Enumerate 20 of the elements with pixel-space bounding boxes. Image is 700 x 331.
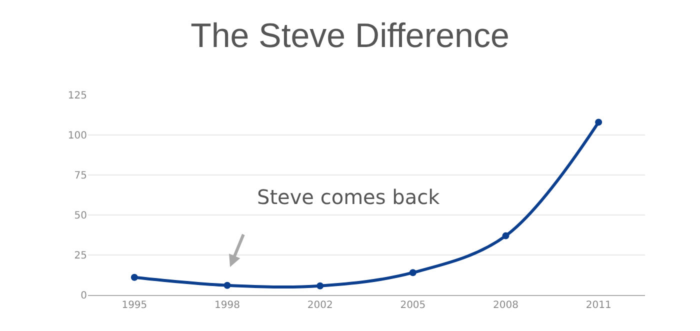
y-tick-label: 50 bbox=[74, 210, 87, 222]
y-tick-label: 125 bbox=[68, 90, 87, 102]
chart-title: The Steve Difference bbox=[190, 16, 510, 55]
x-tick-label: 2005 bbox=[400, 300, 426, 311]
x-tick-label: 1998 bbox=[214, 300, 240, 311]
point bbox=[409, 269, 416, 276]
point bbox=[224, 282, 231, 289]
point bbox=[316, 282, 324, 290]
y-tick-label: 25 bbox=[74, 250, 87, 262]
x-tick-label: 1995 bbox=[122, 300, 148, 311]
annotation: Steve comes back bbox=[257, 185, 440, 209]
y-tick-label: 0 bbox=[80, 290, 87, 302]
point bbox=[595, 118, 602, 126]
x-tick-label: 2002 bbox=[307, 300, 333, 311]
x-tick-label: 2011 bbox=[586, 300, 612, 311]
point bbox=[130, 274, 138, 281]
point bbox=[502, 232, 510, 240]
x-tick-label: 2008 bbox=[493, 300, 518, 311]
y-tick-label: 75 bbox=[74, 170, 87, 182]
y-tick-label: 100 bbox=[68, 130, 87, 142]
